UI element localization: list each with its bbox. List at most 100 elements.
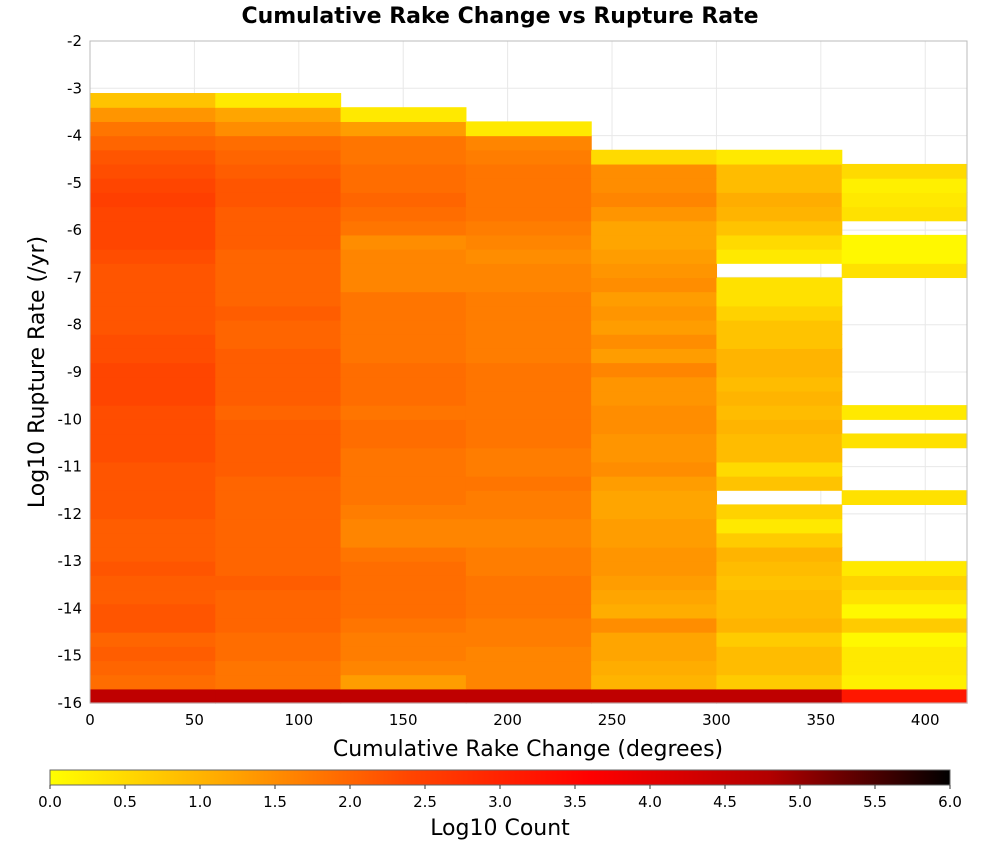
heatmap-cell (90, 447, 216, 463)
heatmap-cell (465, 405, 592, 420)
heatmap-cell (340, 575, 467, 591)
heatmap-cell (340, 603, 467, 619)
heatmap-cell (215, 206, 342, 222)
heatmap-cell (591, 249, 718, 264)
heatmap-cell (591, 376, 718, 392)
heatmap-cell (90, 405, 216, 420)
heatmap-cell (465, 149, 592, 165)
heatmap-cell (215, 376, 342, 392)
heatmap-cell (716, 319, 843, 335)
heatmap-cell (465, 362, 592, 378)
heatmap-cell (716, 234, 843, 250)
heatmap-cell (465, 263, 592, 279)
heatmap-cell (90, 461, 216, 477)
heatmap-cell (591, 305, 718, 321)
heatmap-cell (90, 107, 216, 122)
heatmap-cell (90, 546, 216, 562)
heatmap-cell (591, 149, 718, 165)
heatmap-cell (591, 319, 718, 335)
heatmap-cell (340, 249, 467, 264)
heatmap-cell (716, 376, 843, 392)
heatmap-cell (215, 390, 342, 406)
heatmap-cell (90, 362, 216, 378)
y-tick-label: -16 (58, 694, 83, 712)
heatmap-cell (90, 277, 216, 293)
heatmap-cell (215, 532, 342, 548)
heatmap-cell (215, 149, 342, 165)
heatmap-cell (465, 305, 592, 321)
heatmap-cell (465, 220, 592, 236)
heatmap-cell (591, 234, 718, 250)
heatmap-cell (591, 390, 718, 406)
heatmap-cell (90, 532, 216, 548)
x-tick-label: 300 (702, 711, 731, 729)
heatmap-cell (90, 490, 216, 505)
heatmap-cell (215, 93, 342, 108)
heatmap-cell (215, 589, 342, 605)
y-tick-label: -13 (58, 552, 83, 570)
heatmap-cell (841, 178, 968, 193)
heatmap-cell (90, 263, 216, 279)
colorbar-tick-label: 1.5 (263, 793, 287, 811)
heatmap-cell (591, 532, 718, 548)
heatmap-cell (591, 561, 718, 576)
heatmap-cell (215, 334, 342, 349)
heatmap-cell (591, 688, 718, 704)
heatmap-cell (465, 490, 592, 505)
heatmap-cell (340, 561, 467, 576)
heatmap-cell (340, 107, 467, 122)
heatmap-cell (716, 405, 843, 420)
heatmap-cell (591, 334, 718, 349)
heatmap-cell (716, 518, 843, 534)
heatmap-cell (215, 405, 342, 420)
heatmap-cell (465, 277, 592, 293)
y-tick-label: -10 (58, 410, 83, 428)
heatmap-cell (841, 688, 968, 704)
heatmap-cell (215, 163, 342, 179)
heatmap-cell (716, 249, 843, 264)
heatmap-cell (465, 334, 592, 349)
heatmap-cell (465, 532, 592, 548)
heatmap-cell (591, 660, 718, 676)
heatmap-cell (591, 163, 718, 179)
heatmap-cell (340, 433, 467, 449)
heatmap-cell (90, 617, 216, 633)
heatmap-cell (841, 234, 968, 250)
heatmap-cell (716, 305, 843, 321)
heatmap-cell (90, 632, 216, 647)
heatmap-cell (90, 135, 216, 151)
x-tick-label: 400 (911, 711, 940, 729)
heatmap-cell (215, 319, 342, 335)
y-tick-label: -14 (58, 599, 83, 617)
colorbar-tick-label: 2.5 (413, 793, 437, 811)
colorbar-tick-label: 4.0 (638, 793, 662, 811)
heatmap-cell (215, 249, 342, 264)
heatmap-cell (340, 674, 467, 690)
heatmap-cell (215, 277, 342, 293)
heatmap-cell (591, 674, 718, 690)
heatmap-cell (90, 504, 216, 520)
y-tick-label: -8 (67, 316, 82, 334)
heatmap-cell (90, 149, 216, 165)
heatmap-cell (215, 121, 342, 137)
heatmap-cell (215, 192, 342, 208)
x-tick-label: 50 (185, 711, 204, 729)
heatmap-cell (340, 334, 467, 349)
y-tick-label: -11 (58, 458, 83, 476)
heatmap-cell (716, 575, 843, 591)
heatmap-cell (465, 575, 592, 591)
colorbar (49, 769, 951, 786)
heatmap-cell (841, 490, 968, 505)
heatmap-cell (90, 603, 216, 619)
heatmap-cell (465, 617, 592, 633)
heatmap-cell (215, 135, 342, 151)
heatmap-cell (90, 589, 216, 605)
heatmap-cell (591, 405, 718, 420)
colorbar-tick-label: 5.5 (863, 793, 887, 811)
heatmap-cell (716, 163, 843, 179)
heatmap-cell (465, 178, 592, 193)
heatmap-cell (90, 319, 216, 335)
heatmap-cell (340, 163, 467, 179)
y-tick-label: -3 (67, 79, 82, 97)
